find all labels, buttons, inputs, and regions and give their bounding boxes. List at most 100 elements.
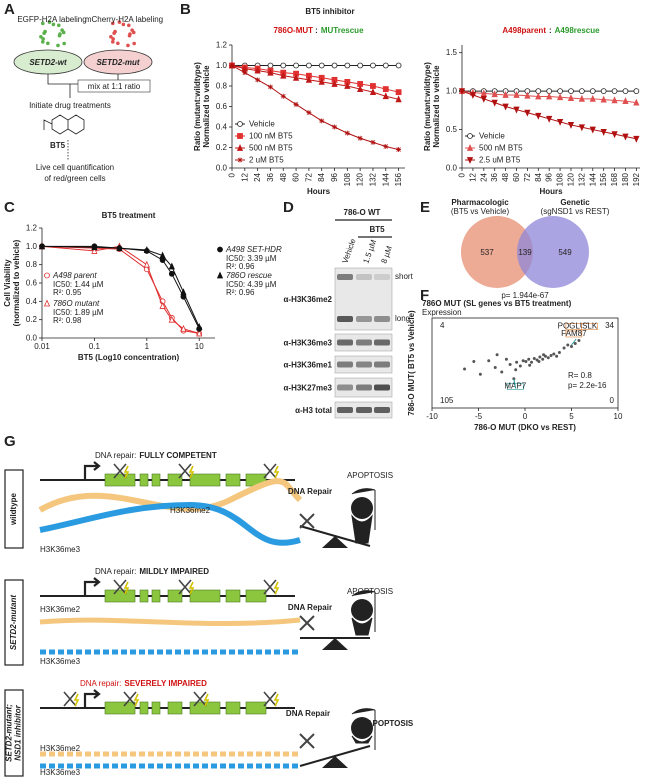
y-tick-label: 0.8 [216,82,228,91]
legend-label: Vehicle [479,132,505,141]
marker [143,246,150,253]
exon [151,473,161,487]
scale-beam [299,745,371,767]
y-tick-label: 1.5 [446,48,458,57]
panel-letter: C [4,199,15,216]
series-line [231,65,399,151]
point [514,368,518,372]
legend-marker [217,246,223,253]
title-part: A498rescue [555,26,600,35]
marker [524,109,531,117]
cell-dot [40,21,45,26]
marker [280,93,286,99]
x-tick-label: 132 [368,172,377,186]
marker [91,246,98,254]
label: Initiate drug treatments [29,101,111,110]
point [538,355,542,359]
status-prefix: DNA repair: [95,451,136,460]
point [487,359,491,363]
cell-dot [110,40,115,44]
point [495,353,499,357]
point [521,359,525,363]
marker [168,270,175,277]
y-axis-label: Normalized to vehicle [432,65,441,148]
series-note: IC50: 1.44 µM [53,280,104,289]
reaper-body [351,708,376,750]
x-tick-label: 1 [145,342,150,351]
marker [293,62,299,69]
marker [611,96,618,104]
x-axis-label: Hours [539,187,563,196]
legend-marker [236,144,244,151]
x-tick-label: 12 [240,172,249,181]
genotype-label: NSD1 inhibitor [14,704,23,760]
point [541,357,545,361]
exon [189,473,221,487]
status-prefix: DNA repair: [95,567,136,576]
legend-marker [237,121,243,127]
blot-label: α-H3K36me3 [284,339,333,348]
blot-label: α-H3 total [295,406,332,415]
cell-dot [43,29,47,34]
label: EGFP-H2A labeling [17,15,86,24]
gene-pointer [513,338,577,389]
label: (BT5 vs Vehicle) [451,207,510,216]
label: SETD2-mut [96,58,139,67]
exposure-label: long [395,314,410,323]
point [542,353,546,357]
panel-letter: F [420,287,429,304]
marker [293,101,299,107]
series-note: R²: 0.96 [226,288,255,297]
point [524,360,528,363]
marker [370,62,376,69]
quadrant-count: 105 [440,396,454,405]
label: Pharmacologic [451,198,509,207]
y-tick-label: 0.2 [26,315,38,324]
marker [370,139,376,145]
marker [344,130,350,136]
point [478,372,482,376]
x-tick-label: 72 [523,172,532,181]
legend-label: A498 SET-HDR [225,245,282,254]
marker [159,251,166,259]
legend-label: 100 nM BT5 [249,132,293,141]
y-tick-label: 0.6 [26,279,38,288]
point [555,354,559,358]
x-tick-label: 0 [228,172,237,177]
point [557,351,561,354]
x-tick-label: 192 [632,172,641,186]
chart-title: 786O MUT (SL genes vs BT5 treatment) [422,299,572,308]
y-axis-label: Ratio (mutant:wildtype) [193,62,202,151]
marker [280,71,287,79]
damage-bolt [133,693,140,707]
y-tick-label: 0.0 [446,164,458,173]
title-part: 786O-MUT [273,26,313,35]
marker [318,62,325,69]
chart-title: A498parent: A498rescue [502,26,600,35]
x-tick-label: 132 [577,172,586,186]
lane-label: 1.5 µM [361,238,378,265]
y-axis-label: Normalized to vehicle [202,65,211,148]
cell-dot [113,29,117,34]
marker [357,135,363,141]
series-note: R²: 0.96 [226,262,255,271]
legend-label: A498 parent [52,271,97,280]
x-tick-label: 24 [253,172,262,181]
marker [633,98,640,106]
mix-box [77,79,151,93]
damage-bolt [123,465,130,479]
legend-label: 786O mutant [53,299,100,308]
x-tick-label: 156 [394,172,403,186]
y-tick-label: 1.2 [216,41,228,50]
x-tick-label: 0 [523,412,528,421]
cell-dot [126,23,131,28]
series-line [41,245,200,334]
label: BT5 [369,225,385,234]
exon [139,473,149,487]
series-note: R²: 0.95 [53,288,82,297]
band [374,407,390,413]
repair-tool [299,733,315,749]
band [337,407,353,413]
series-line [231,65,399,100]
genotype-label: SETD2-mutant [9,595,18,650]
